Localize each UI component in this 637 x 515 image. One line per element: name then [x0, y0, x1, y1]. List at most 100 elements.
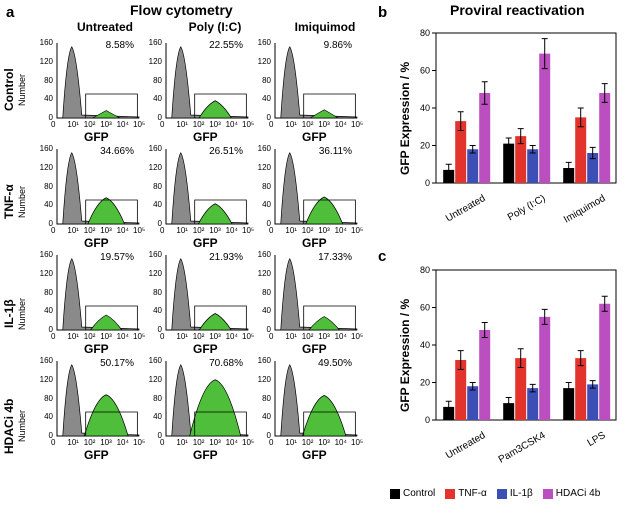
- x-tick: 10⁵: [351, 120, 363, 129]
- y-tick: 160: [144, 144, 162, 153]
- x-tick: 10¹: [67, 438, 79, 447]
- y-tick: 40: [144, 200, 162, 209]
- y-tick: 120: [144, 269, 162, 278]
- x-tick: 10⁴: [117, 332, 129, 341]
- flow-percentage: 8.58%: [106, 40, 134, 51]
- x-tick: 0: [160, 226, 164, 235]
- y-tick: 40: [253, 412, 271, 421]
- flow-cell: 04080120160010¹10²10³10⁴10⁵GFP36.11%: [253, 144, 358, 244]
- x-tick: 10¹: [285, 438, 297, 447]
- flow-cell: 04080120160010¹10²10³10⁴10⁵GFP49.50%: [253, 356, 358, 456]
- flow-cell: 04080120160010¹10²10³10⁴10⁵GFP70.68%: [144, 356, 249, 456]
- flow-x-label: GFP: [302, 130, 327, 144]
- flow-y-label: Number: [17, 279, 27, 349]
- x-tick: 10²: [193, 332, 205, 341]
- flow-percentage: 50.17%: [100, 358, 134, 369]
- y-tick: 160: [253, 38, 271, 47]
- x-tick: 10²: [84, 332, 96, 341]
- legend-item: Control: [390, 488, 435, 499]
- y-tick: 40: [144, 94, 162, 103]
- x-tick: 10⁴: [117, 226, 129, 235]
- x-tick: 10²: [193, 438, 205, 447]
- panel-b-letter: b: [378, 4, 387, 21]
- y-tick: 160: [144, 250, 162, 259]
- x-tick: 10⁴: [335, 438, 347, 447]
- flow-percentage: 36.11%: [319, 146, 352, 157]
- svg-text:0: 0: [425, 178, 430, 188]
- y-tick: 80: [35, 182, 53, 191]
- x-tick: 10⁴: [117, 120, 129, 129]
- x-tick: 10³: [209, 332, 221, 341]
- flow-cell: 04080120160010¹10²10³10⁴10⁵GFP21.93%: [144, 250, 249, 350]
- flow-row-header: HDACi 4b: [2, 386, 16, 466]
- flow-row-header: TNF-α: [2, 162, 16, 242]
- flow-x-label: GFP: [193, 130, 218, 144]
- flow-x-label: GFP: [84, 130, 109, 144]
- x-tick: 0: [269, 438, 273, 447]
- x-tick: 10¹: [285, 332, 297, 341]
- x-tick: 0: [160, 438, 164, 447]
- svg-text:40: 40: [420, 103, 430, 113]
- bar-chart-c: GFP Expression / %UntreatedPam3CSK4LPS02…: [400, 262, 620, 472]
- svg-text:60: 60: [420, 303, 430, 313]
- x-tick: 0: [269, 120, 273, 129]
- y-tick: 40: [35, 306, 53, 315]
- flow-x-label: GFP: [84, 448, 109, 462]
- x-tick: 10³: [318, 226, 330, 235]
- svg-text:40: 40: [420, 340, 430, 350]
- x-tick: 10¹: [285, 226, 297, 235]
- flow-col-header: Poly (I:C): [165, 20, 265, 34]
- flow-title: Flow cytometry: [130, 2, 233, 18]
- x-tick: 10⁴: [226, 332, 238, 341]
- y-tick: 160: [253, 144, 271, 153]
- legend-swatch: [543, 489, 553, 499]
- x-tick: 10²: [302, 438, 314, 447]
- y-tick: 120: [35, 163, 53, 172]
- flow-cell: 04080120160010¹10²10³10⁴10⁵GFP9.86%: [253, 38, 358, 138]
- x-tick: 10³: [100, 438, 112, 447]
- flow-x-label: GFP: [84, 342, 109, 356]
- x-tick: 0: [51, 332, 55, 341]
- y-tick: 120: [253, 57, 271, 66]
- x-tick: 10¹: [67, 332, 79, 341]
- svg-text:0: 0: [425, 415, 430, 425]
- legend-item: TNF-α: [445, 488, 487, 499]
- y-tick: 120: [35, 375, 53, 384]
- y-tick: 40: [35, 200, 53, 209]
- x-tick: 10¹: [67, 120, 79, 129]
- flow-x-label: GFP: [193, 236, 218, 250]
- y-tick: 160: [253, 356, 271, 365]
- x-tick: 10⁴: [117, 438, 129, 447]
- x-tick: 10¹: [176, 332, 188, 341]
- x-tick: 10⁴: [226, 438, 238, 447]
- x-tick: 10³: [318, 120, 330, 129]
- svg-text:80: 80: [420, 265, 430, 275]
- flow-cell: 04080120160010¹10²10³10⁴10⁵GFP26.51%: [144, 144, 249, 244]
- legend-label: TNF-α: [458, 488, 487, 499]
- y-tick: 120: [144, 163, 162, 172]
- provir-title: Proviral reactivation: [450, 2, 585, 18]
- x-tick: 0: [160, 120, 164, 129]
- flow-row-header: Control: [2, 50, 16, 130]
- svg-text:80: 80: [420, 28, 430, 38]
- flow-y-label: Number: [17, 55, 27, 125]
- y-tick: 160: [35, 250, 53, 259]
- y-tick: 120: [35, 57, 53, 66]
- y-tick: 160: [253, 250, 271, 259]
- flow-percentage: 9.86%: [324, 40, 352, 51]
- x-tick: 10⁴: [335, 226, 347, 235]
- y-tick: 80: [35, 288, 53, 297]
- x-tick: 10⁵: [351, 438, 363, 447]
- x-tick: 10³: [100, 332, 112, 341]
- panel-c-letter: c: [378, 248, 386, 265]
- x-tick: 10³: [100, 226, 112, 235]
- flow-x-label: GFP: [302, 342, 327, 356]
- flow-cell: 04080120160010¹10²10³10⁴10⁵GFP34.66%: [35, 144, 140, 244]
- flow-percentage: 21.93%: [209, 252, 243, 263]
- y-tick: 80: [253, 76, 271, 85]
- x-tick: 10³: [209, 120, 221, 129]
- flow-x-label: GFP: [302, 448, 327, 462]
- y-tick: 40: [253, 200, 271, 209]
- x-tick: 10²: [193, 226, 205, 235]
- flow-percentage: 34.66%: [100, 146, 134, 157]
